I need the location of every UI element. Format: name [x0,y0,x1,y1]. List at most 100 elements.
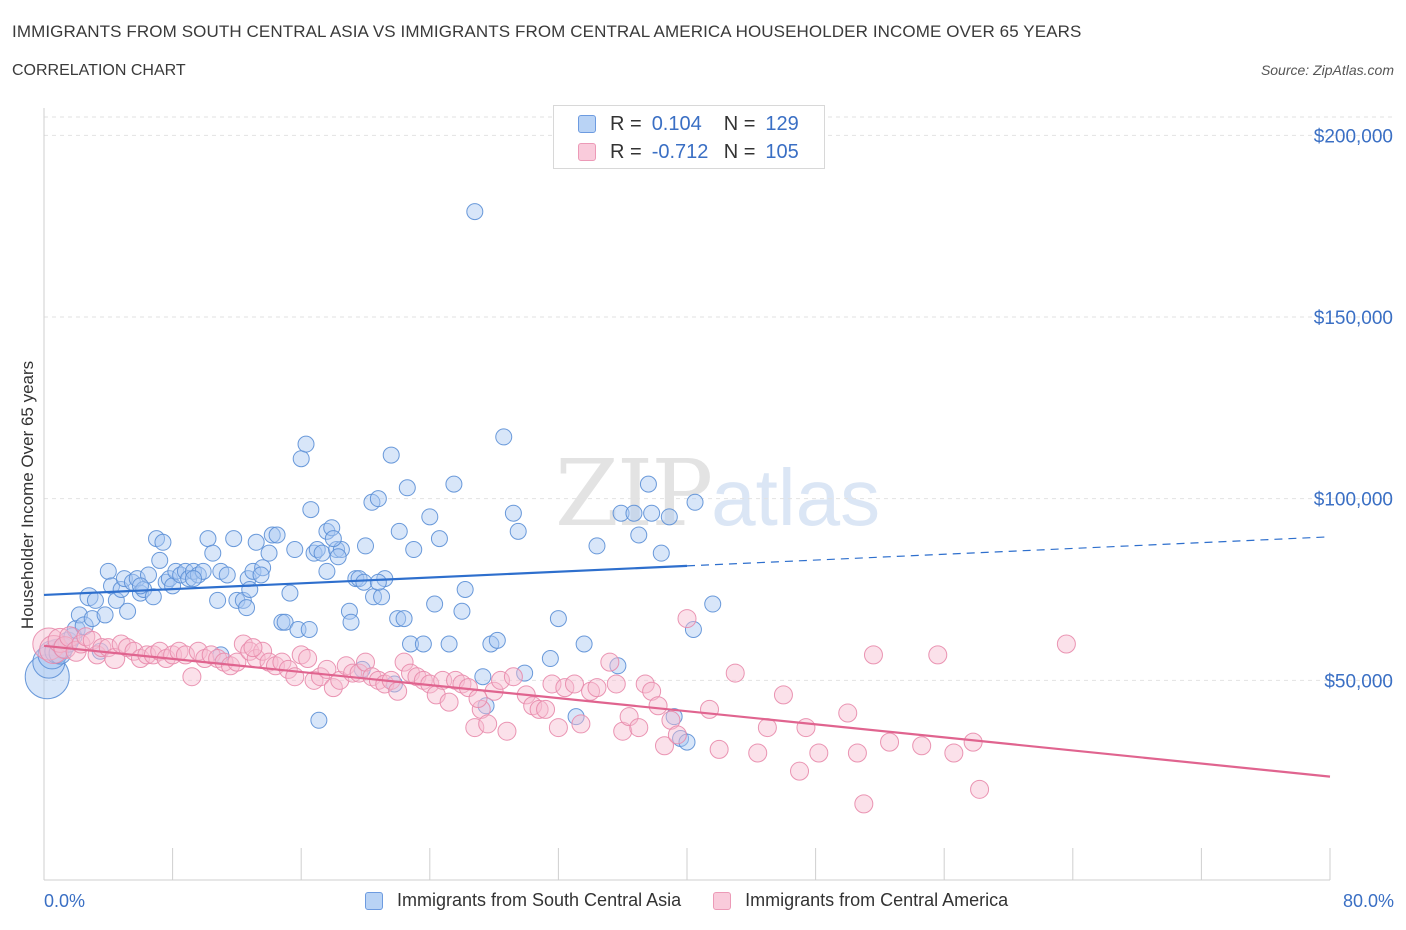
data-point [471,699,491,719]
data-point [252,566,270,584]
data-point [643,504,661,522]
data-point [144,588,162,606]
data-point [83,610,101,628]
data-point [648,696,668,716]
data-point [523,696,543,716]
data-point [757,718,777,738]
r-label: R = [610,112,642,135]
data-point [529,699,549,719]
data-point [382,446,400,464]
data-point [863,645,883,665]
data-point [318,562,336,580]
data-point [118,638,138,658]
data-point [286,541,304,559]
legend-item-central-america[interactable]: Immigrants from Central America [713,890,1008,911]
data-point [244,562,262,580]
data-point [357,537,374,555]
data-point [430,530,448,548]
stats-legend: R = 0.104 N = 129 R = -0.712 N = 105 [553,105,825,169]
data-point [456,581,474,598]
data-point [390,522,408,540]
data-point [488,631,506,649]
data-point [426,595,444,613]
data-point [421,508,439,526]
data-point [564,674,584,694]
data-point [272,652,292,672]
data-point [209,591,227,609]
data-point [542,674,562,694]
data-point [548,718,568,738]
data-point [329,548,347,566]
data-point [268,526,286,544]
data-point [263,526,281,544]
pink-swatch [713,891,732,910]
data-point [549,610,567,628]
series-south-central-asia [24,203,722,751]
data-point [115,570,133,588]
data-point [630,526,648,544]
chart-title: IMMIGRANTS FROM SOUTH CENTRAL ASIA VS IM… [12,22,1082,41]
data-point [491,670,511,690]
stats-row-pink: R = -0.712 N = 105 [578,140,799,164]
data-point [613,721,633,741]
axes [43,108,1331,881]
data-point [340,602,358,620]
data-point [297,435,315,453]
data-point [395,610,413,628]
data-point [635,674,655,694]
r-value: 0.104 [651,112,702,135]
data-point [571,714,591,734]
legend-label: Immigrants from South Central Asia [397,890,682,910]
y-tick-label: $150,000 [1314,308,1393,329]
watermark-atlas: atlas [711,453,881,542]
data-point [218,566,236,584]
data-point [323,519,341,537]
data-point [310,667,330,687]
n-value: 129 [765,112,799,135]
legend-item-south-central-asia[interactable]: Immigrants from South Central Asia [365,890,681,911]
data-point [76,627,96,647]
data-point [70,606,88,624]
r-label: R = [610,140,642,163]
data-point [389,610,407,628]
y-tick-label: $100,000 [1314,490,1393,511]
data-point [555,678,575,698]
data-point [150,641,170,661]
series-legend: Immigrants from South Central Asia Immig… [365,890,1040,911]
blue-swatch [365,891,383,910]
data-point [260,544,278,562]
source-note: Source: ZipAtlas.com [1260,62,1394,78]
data-point [588,537,606,555]
data-point [254,559,272,577]
data-point [796,718,816,738]
data-point [154,533,172,551]
data-point [292,450,310,468]
data-point [497,721,517,741]
data-point [398,479,416,497]
data-point [587,678,607,698]
data-point [541,650,559,668]
data-point [304,670,324,690]
stats-row-blue: R = 0.104 N = 129 [578,112,799,136]
data-point [575,635,593,653]
data-point [465,718,485,738]
series-central-america [32,609,1076,814]
data-point [504,504,522,522]
data-point [509,522,527,540]
trend-line-south-central-asia [43,564,688,597]
data-point [660,508,678,526]
data-point [963,732,983,752]
data-point [369,573,387,591]
watermark: ZIPatlas [555,440,880,547]
data-point [24,654,70,700]
y-tick-label: $50,000 [1324,671,1393,692]
data-point [328,541,346,559]
data-point [228,591,246,609]
data-point [96,606,114,624]
data-point [809,743,829,763]
data-point [725,663,745,683]
data-point [854,794,874,814]
data-point [612,504,630,522]
data-point [667,725,687,745]
data-point [478,714,498,734]
